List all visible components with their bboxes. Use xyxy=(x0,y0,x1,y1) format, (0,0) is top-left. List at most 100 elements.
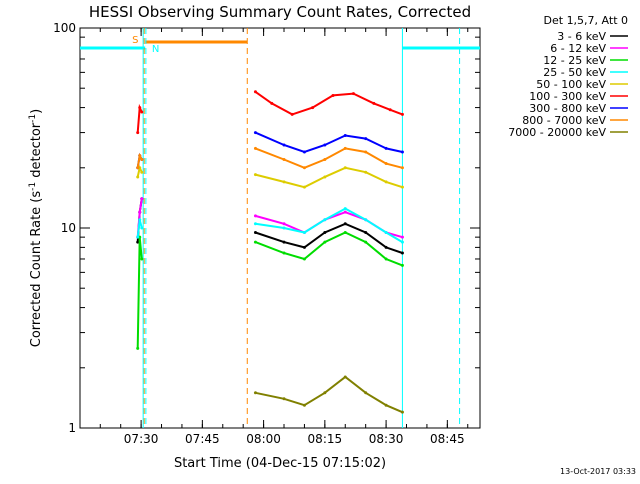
series-line xyxy=(254,90,403,116)
series-point xyxy=(253,131,257,135)
series-point xyxy=(343,210,347,214)
series-line xyxy=(255,211,403,239)
series-point xyxy=(136,166,140,170)
series-point xyxy=(384,162,388,166)
series-point xyxy=(302,245,306,249)
series-point xyxy=(138,218,142,222)
series-point xyxy=(323,143,327,147)
series-point xyxy=(364,240,368,244)
series-point xyxy=(302,185,306,189)
series-point xyxy=(343,207,347,211)
series-point xyxy=(136,240,140,244)
series-point xyxy=(282,222,286,226)
series-point xyxy=(282,251,286,255)
series-point xyxy=(364,218,368,222)
x-tick-label: 07:45 xyxy=(185,432,220,446)
series-point xyxy=(343,146,347,150)
series-point xyxy=(302,230,306,234)
series-point xyxy=(400,263,404,267)
night-label: N xyxy=(152,44,159,55)
series-point xyxy=(343,166,347,170)
series-point xyxy=(384,230,388,234)
series-point xyxy=(323,175,327,179)
series-point xyxy=(136,346,140,350)
series-point xyxy=(282,397,286,401)
series-point xyxy=(388,108,392,112)
x-axis: 07:30 07:45 08:00 08:15 08:30 08:45 xyxy=(99,28,469,446)
x-tick-label: 08:00 xyxy=(246,432,281,446)
legend-entry-label: 25 - 50 keV xyxy=(543,66,606,79)
series-point xyxy=(253,90,257,94)
series-point xyxy=(136,235,140,239)
y-axis: 1 10 100 xyxy=(53,21,480,435)
series-point xyxy=(282,180,286,184)
series-point xyxy=(364,150,368,154)
y-axis-label: Corrected Count Rate (s-1 detector-1) xyxy=(28,109,44,347)
annotations: SN xyxy=(80,28,480,428)
legend-title: Det 1,5,7, Att 0 xyxy=(544,14,628,27)
series-line xyxy=(255,207,403,243)
saa-label: S xyxy=(132,35,138,46)
series-point xyxy=(400,235,404,239)
series-point xyxy=(400,410,404,414)
legend-entry-label: 3 - 6 keV xyxy=(557,30,606,43)
x-axis-label: Start Time (04-Dec-15 07:15:02) xyxy=(174,456,386,471)
series-point xyxy=(253,222,257,226)
series-point xyxy=(323,218,327,222)
y-tick-label: 10 xyxy=(61,221,76,235)
series-point xyxy=(323,391,327,395)
legend-entry-label: 100 - 300 keV xyxy=(529,90,606,103)
series-point xyxy=(400,112,404,116)
series-line xyxy=(255,375,403,414)
series-point xyxy=(400,240,404,244)
y-tick-label: 1 xyxy=(68,421,76,435)
y-tick-label: 100 xyxy=(53,21,76,35)
x-tick-label: 07:30 xyxy=(124,432,159,446)
series-point xyxy=(343,230,347,234)
series-line xyxy=(255,222,403,254)
series-point xyxy=(364,391,368,395)
series-point xyxy=(253,240,257,244)
series-point xyxy=(302,150,306,154)
chart-title: HESSI Observing Summary Count Rates, Cor… xyxy=(89,3,471,21)
series-point xyxy=(302,403,306,407)
legend-entry-label: 50 - 100 keV xyxy=(536,78,606,91)
series-point xyxy=(323,240,327,244)
series-point xyxy=(384,257,388,261)
series-point xyxy=(302,166,306,170)
series-point xyxy=(343,222,347,226)
series-point xyxy=(400,185,404,189)
series-group xyxy=(136,90,404,414)
series-point xyxy=(140,110,144,114)
x-tick-label: 08:45 xyxy=(430,432,465,446)
series-point xyxy=(140,197,144,201)
series-point xyxy=(323,230,327,234)
series-line xyxy=(255,147,403,169)
legend-entry-label: 6 - 12 keV xyxy=(550,42,606,55)
series-point xyxy=(400,251,404,255)
series-point xyxy=(136,175,140,179)
series-point xyxy=(384,403,388,407)
series-point xyxy=(364,137,368,141)
series-point xyxy=(290,112,294,116)
footer-timestamp: 13-Oct-2017 03:33 xyxy=(560,467,636,476)
series-point xyxy=(253,391,257,395)
series-point xyxy=(282,226,286,230)
series-point xyxy=(351,92,355,96)
legend-entry-label: 7000 - 20000 keV xyxy=(508,126,606,139)
legend-entry-label: 800 - 7000 keV xyxy=(522,114,606,127)
series-point xyxy=(311,106,315,110)
series-point xyxy=(138,210,142,214)
series-point xyxy=(138,154,142,158)
series-point xyxy=(372,101,376,105)
series-point xyxy=(140,158,144,162)
series-line xyxy=(255,231,403,267)
series-point xyxy=(400,166,404,170)
series-point xyxy=(253,230,257,234)
series-point xyxy=(253,214,257,218)
series-point xyxy=(343,375,347,379)
series-point xyxy=(270,101,274,105)
